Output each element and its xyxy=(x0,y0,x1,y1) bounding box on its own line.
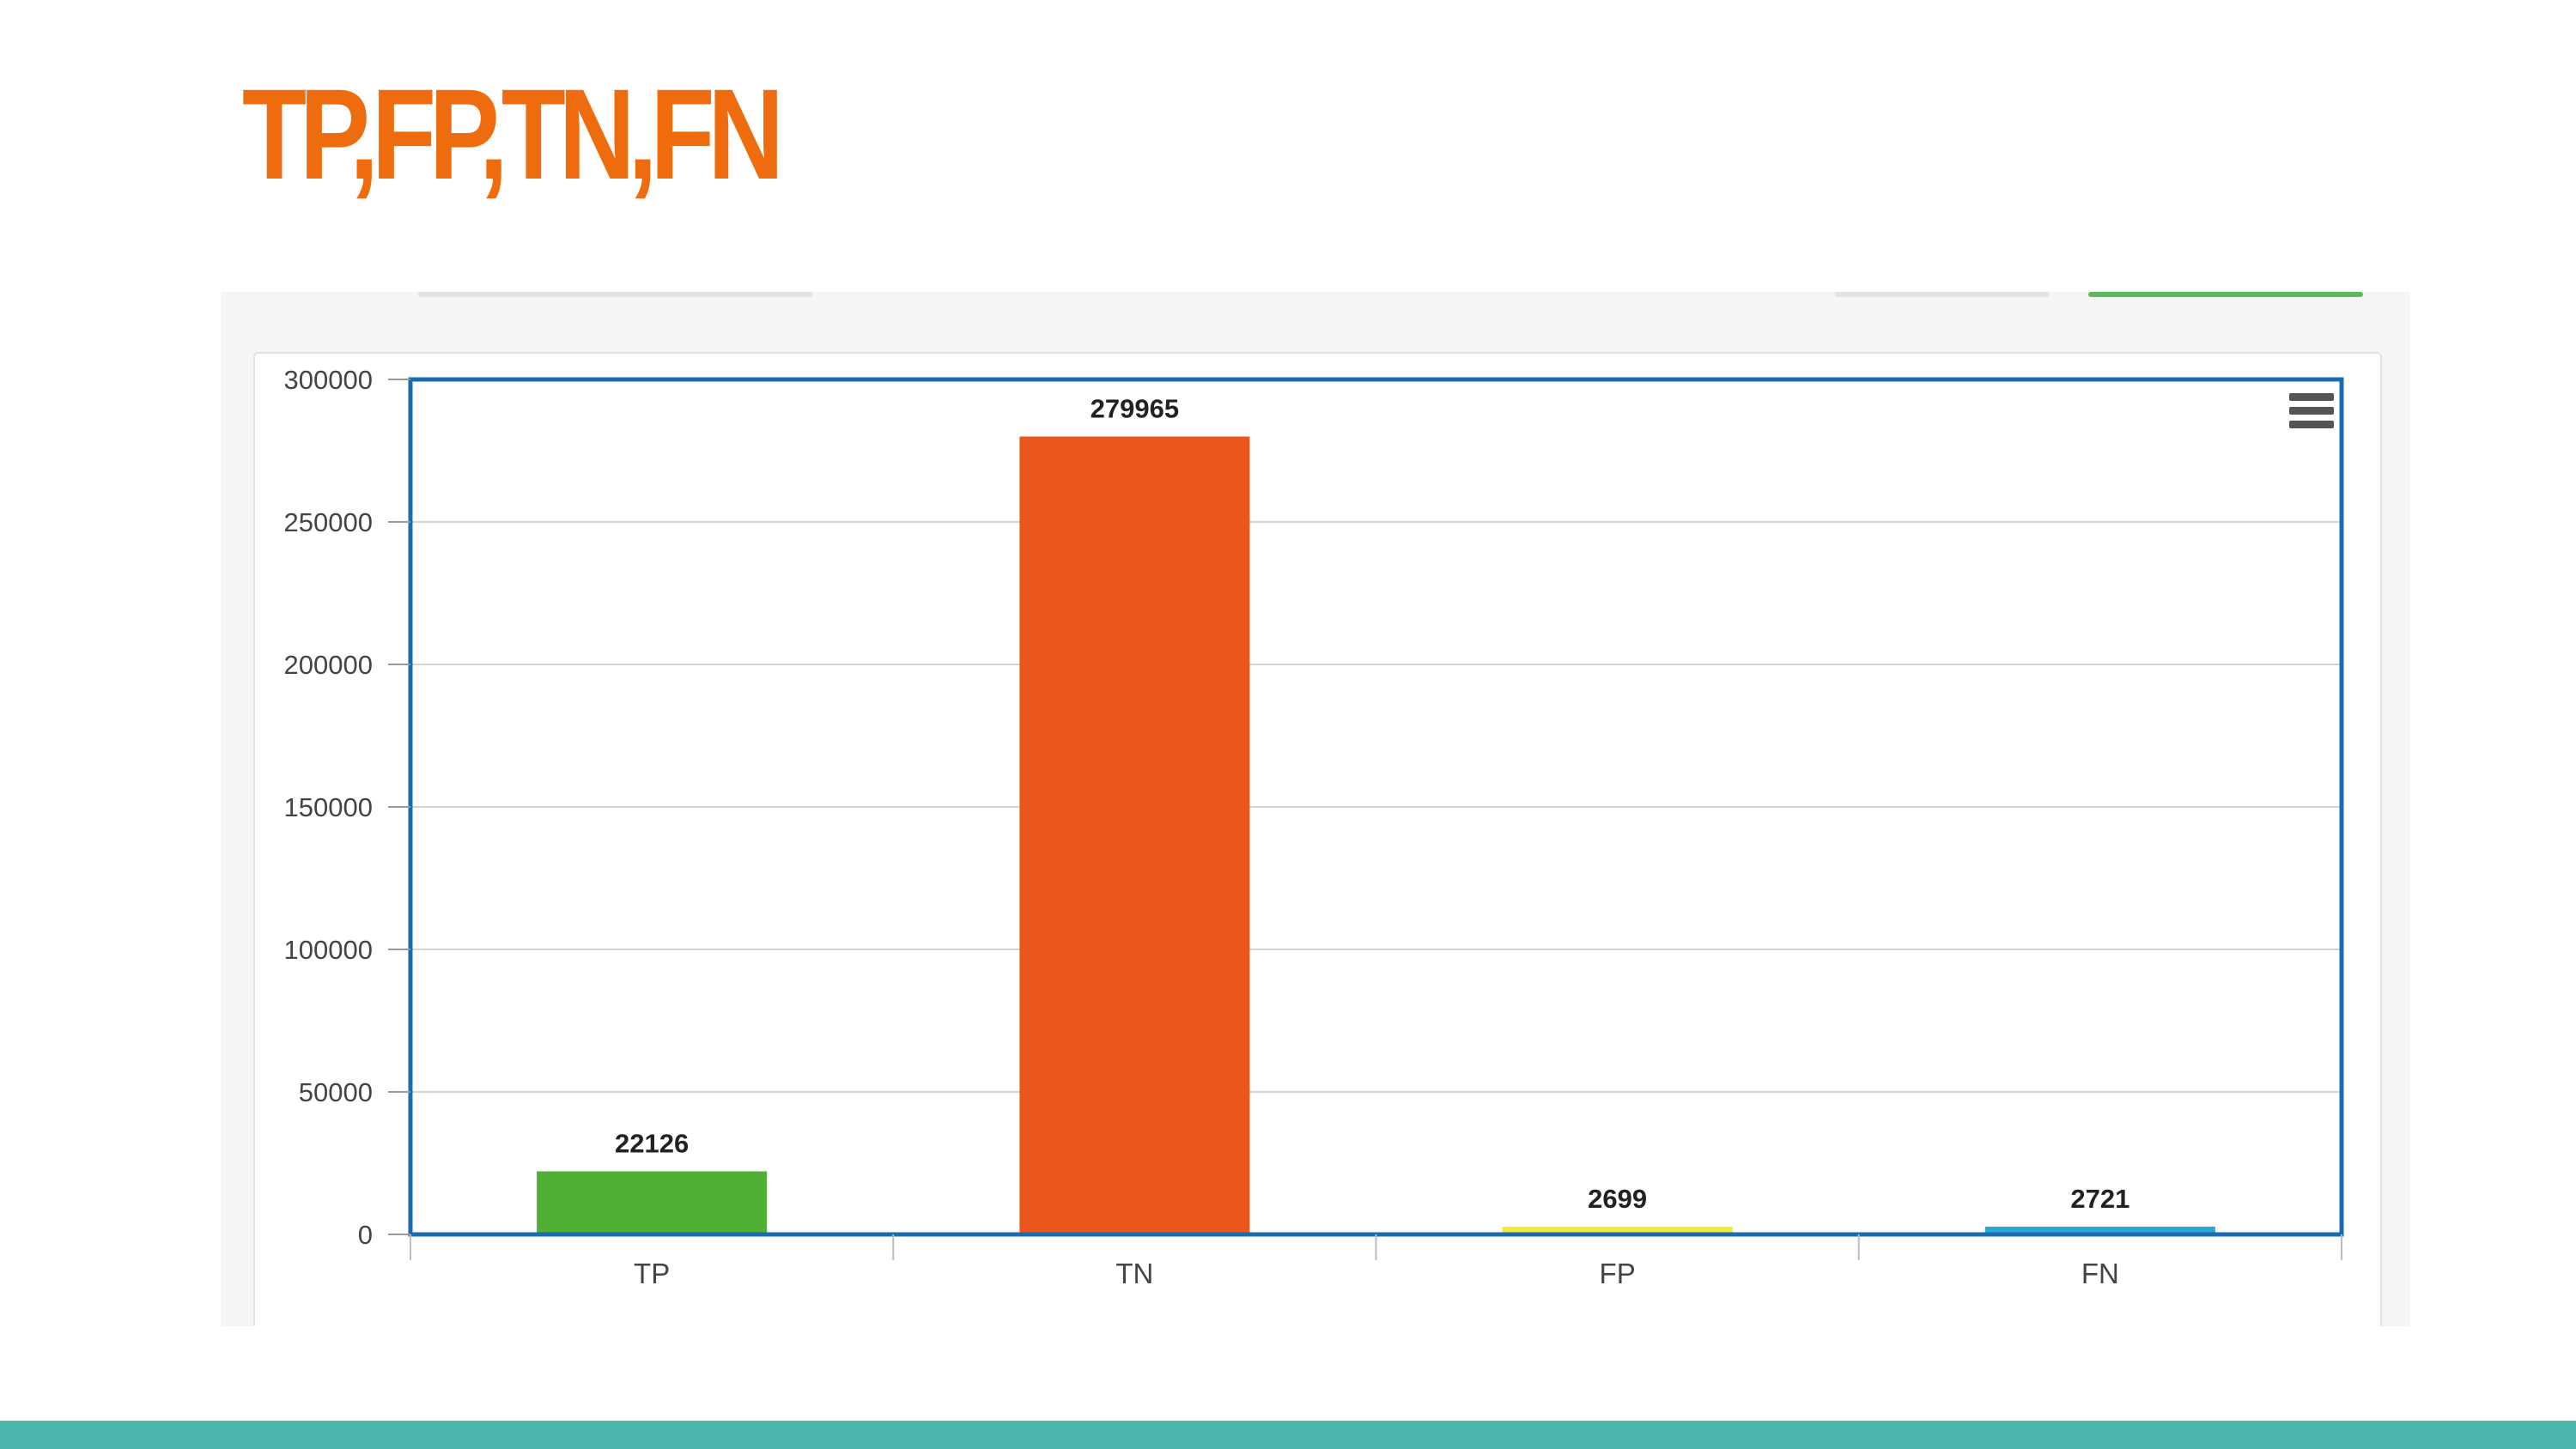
data-label: 22126 xyxy=(615,1129,689,1159)
data-labels: 22126 279965 2699 2721 xyxy=(615,394,2129,1215)
x-tick-label: FP xyxy=(1600,1258,1636,1289)
top-strip-middle xyxy=(1835,292,2050,297)
y-tick-label: 100000 xyxy=(284,935,373,965)
chart-screenshot xyxy=(221,292,2410,1326)
top-strip-left xyxy=(418,292,813,297)
y-tick-label: 200000 xyxy=(284,650,373,680)
y-tick-label: 300000 xyxy=(284,365,373,395)
bar xyxy=(1984,1226,2215,1234)
grid-lines xyxy=(410,521,2342,1093)
y-axis-ticks: 0 50000 100000 150000 200000 250000 300000 xyxy=(284,365,410,1250)
slide-title: TP,FP,TN,FN xyxy=(242,62,784,206)
data-label: 279965 xyxy=(1091,394,1179,424)
bars xyxy=(537,436,2215,1234)
x-tick-label: TN xyxy=(1115,1258,1153,1289)
y-tick-label: 50000 xyxy=(299,1077,373,1107)
bar xyxy=(537,1171,768,1234)
top-strip-accent xyxy=(2088,292,2363,297)
x-axis-ticks: TP TN FP FN xyxy=(410,1234,2342,1289)
footer-bar xyxy=(0,1421,2576,1449)
chart-panel xyxy=(253,352,2382,1326)
hamburger-menu-icon-line xyxy=(2289,407,2334,415)
bar xyxy=(1019,436,1250,1234)
chart-menu-button[interactable] xyxy=(2275,385,2346,436)
bar xyxy=(1502,1227,1733,1234)
y-tick-label: 150000 xyxy=(284,792,373,822)
x-tick-label: FN xyxy=(2081,1258,2119,1289)
hamburger-menu-icon-line xyxy=(2289,421,2334,428)
y-tick-label: 250000 xyxy=(284,507,373,537)
data-label: 2699 xyxy=(1588,1184,1647,1214)
y-tick-label: 0 xyxy=(358,1220,373,1250)
hamburger-menu-icon xyxy=(2289,393,2334,401)
x-tick-label: TP xyxy=(634,1258,670,1289)
data-label: 2721 xyxy=(2070,1184,2129,1214)
